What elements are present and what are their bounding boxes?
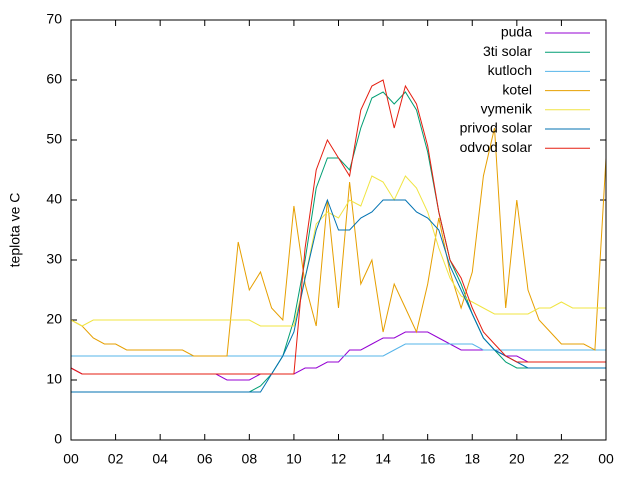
- y-tick-label: 50: [46, 131, 62, 147]
- series-line: [70, 175, 606, 327]
- x-tick-label: 14: [375, 451, 391, 467]
- x-tick-label: 02: [108, 451, 124, 467]
- y-tick-label: 20: [46, 311, 62, 327]
- x-tick-label: 20: [509, 451, 525, 467]
- legend-label: kotel: [502, 81, 532, 97]
- plot-border: [70, 19, 607, 441]
- legend-label: puda: [501, 24, 532, 40]
- x-tick-label: 22: [554, 451, 570, 467]
- x-tick-label: 00: [63, 451, 79, 467]
- series-line: [71, 343, 606, 357]
- y-tick-label: 60: [46, 71, 62, 87]
- x-tick-label: 08: [242, 451, 258, 467]
- legend-label: vymenik: [481, 101, 533, 117]
- legend-label: 3ti solar: [483, 43, 532, 59]
- y-tick-label: 30: [46, 251, 62, 267]
- y-tick-label: 0: [54, 431, 62, 447]
- series-line: [70, 127, 607, 357]
- y-tick-label: 40: [46, 191, 62, 207]
- x-tick-label: 04: [152, 451, 168, 467]
- x-tick-label: 10: [286, 451, 302, 467]
- y-axis-label: teplota ve C: [7, 193, 23, 268]
- series-line: [70, 79, 606, 375]
- legend-label: privod solar: [460, 120, 533, 136]
- x-tick-label: 06: [197, 451, 213, 467]
- legend-label: odvod solar: [460, 139, 533, 155]
- x-tick-label: 00: [598, 451, 614, 467]
- x-tick-label: 18: [464, 451, 480, 467]
- x-tick-label: 12: [331, 451, 347, 467]
- y-tick-label: 70: [46, 11, 62, 27]
- x-tick-label: 16: [420, 451, 436, 467]
- y-tick-label: 10: [46, 371, 62, 387]
- legend-label: kutloch: [488, 62, 532, 78]
